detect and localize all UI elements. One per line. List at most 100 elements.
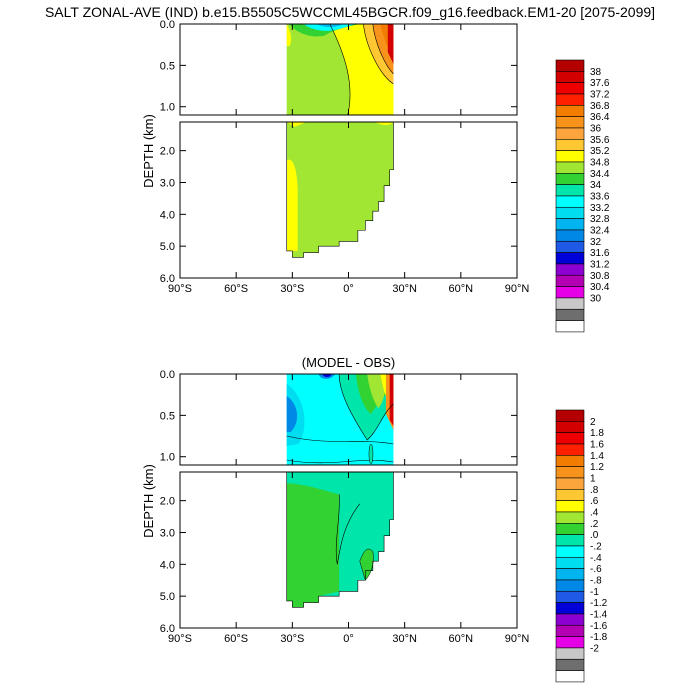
figure-title: SALT ZONAL-AVE (IND) b.e15.B5505C5WCCML4… xyxy=(44,4,656,20)
colorbar-swatch xyxy=(555,161,585,174)
colorbar-swatch xyxy=(555,579,585,592)
field-fill xyxy=(286,122,307,127)
y-tick-label: 6.0 xyxy=(160,273,175,285)
colorbar-label: 1.2 xyxy=(590,462,604,473)
colorbar-swatch xyxy=(555,93,585,106)
colorbar-swatch xyxy=(555,556,585,569)
y-tick-label: 0.5 xyxy=(160,410,175,422)
x-tick-label: 60°S xyxy=(224,633,248,645)
y-tick-label: 2.0 xyxy=(160,146,175,158)
colorbar-label: -.2 xyxy=(590,541,602,552)
colorbar-swatch xyxy=(555,105,585,117)
colorbar-swatch xyxy=(555,432,585,445)
field-fill xyxy=(387,24,394,64)
x-tick-label: 0° xyxy=(343,283,354,295)
colorbar-label: .0 xyxy=(590,530,599,541)
upper-field xyxy=(286,374,394,465)
colorbar-swatch xyxy=(555,568,585,581)
colorbar-label: -2 xyxy=(590,643,599,654)
field-fill xyxy=(286,24,292,46)
colorbar-label: 34.4 xyxy=(590,169,610,180)
colorbar-label: 33.6 xyxy=(590,191,610,202)
contour-line xyxy=(286,459,394,464)
colorbar-swatch xyxy=(555,206,585,219)
x-tick-label: 30°S xyxy=(280,283,304,295)
colorbar-swatch xyxy=(555,218,585,231)
colorbar-label: .8 xyxy=(590,485,599,496)
field-fill xyxy=(286,483,340,608)
colorbar-label: 35.2 xyxy=(590,146,610,157)
contour-line xyxy=(372,24,394,75)
x-tick-label: 30°S xyxy=(280,633,304,645)
colorbar-swatch xyxy=(555,477,585,490)
contour-line xyxy=(359,548,374,581)
field-fill xyxy=(286,159,298,251)
colorbar-swatch xyxy=(555,150,585,163)
colorbar-swatch xyxy=(555,613,585,626)
colorbar-swatch xyxy=(555,308,585,321)
colorbar-swatch xyxy=(555,263,585,276)
y-tick-label: 6.0 xyxy=(160,623,175,635)
colorbar-swatch xyxy=(555,658,585,671)
x-tick-label: 60°S xyxy=(224,283,248,295)
colorbar-label: 35.6 xyxy=(590,135,610,146)
x-tick-label: 30°N xyxy=(392,283,417,295)
colorbar-swatch xyxy=(555,286,585,299)
field-fill xyxy=(322,374,332,377)
colorbar-swatch xyxy=(555,116,585,129)
colorbar-label: 34.8 xyxy=(590,157,610,168)
colorbar-swatch xyxy=(555,647,585,660)
y-axis-title: DEPTH (km) xyxy=(141,114,156,188)
colorbar-label: 32 xyxy=(590,237,602,248)
salinity-colorbar: 3837.637.236.836.43635.635.234.834.43433… xyxy=(555,59,610,333)
y-tick-label: 5.0 xyxy=(160,591,175,603)
colorbar-label: 30 xyxy=(590,293,602,304)
x-tick-label: 90°N xyxy=(505,283,530,295)
y-tick-label: 2.0 xyxy=(160,496,175,508)
colorbar-swatch xyxy=(555,421,585,433)
contour-line xyxy=(329,24,351,115)
colorbar-swatch xyxy=(555,240,585,253)
y-tick-label: 1.0 xyxy=(160,452,175,464)
x-tick-label: 90°S xyxy=(168,283,192,295)
panel-subtitle: (MODEL - OBS) xyxy=(302,355,395,370)
colorbar-swatch xyxy=(555,320,585,333)
colorbar-label: -.6 xyxy=(590,564,602,575)
lower-field xyxy=(286,472,394,608)
colorbar-swatch xyxy=(555,82,585,95)
colorbar-label: 1.4 xyxy=(590,451,604,462)
y-tick-label: 4.0 xyxy=(160,559,175,571)
colorbar-swatch xyxy=(555,297,585,310)
colorbar-label: 38 xyxy=(590,67,602,78)
y-axis-title: DEPTH (km) xyxy=(141,464,156,538)
colorbar-swatch xyxy=(555,534,585,547)
field-fill xyxy=(374,122,394,126)
contour-line xyxy=(368,443,374,465)
salinity-panel: 90°S 60°S 30°S 0° 30°N 60°N 90°N 0.0 0.5 1.0 2.0 3.… xyxy=(141,19,529,295)
y-tick-label: 5.0 xyxy=(160,241,175,253)
contour-line xyxy=(363,24,394,85)
colorbar-label: -.4 xyxy=(590,553,602,564)
y-tick-label: 0.0 xyxy=(160,369,175,381)
colorbar-swatch xyxy=(555,127,585,140)
y-tick-label: 3.0 xyxy=(160,527,175,539)
colorbar-swatch xyxy=(555,139,585,151)
contour-line xyxy=(335,494,360,565)
contour-line xyxy=(338,374,394,441)
colorbar-label: -1.6 xyxy=(590,621,608,632)
colorbar-swatch xyxy=(555,195,585,208)
field-fill xyxy=(316,24,343,27)
colorbar-swatch xyxy=(555,274,585,287)
colorbar-swatch xyxy=(555,602,585,615)
colorbar-label: .2 xyxy=(590,519,599,530)
colorbar-label: 36 xyxy=(590,123,602,134)
colorbar-swatch xyxy=(555,229,585,242)
colorbar-label: 1.6 xyxy=(590,439,604,450)
colorbar-swatch xyxy=(555,409,585,422)
colorbar-swatch xyxy=(555,252,585,265)
colorbar-swatch xyxy=(555,489,585,501)
colorbar-label: 34 xyxy=(590,180,602,191)
colorbar-label: -1.4 xyxy=(590,609,608,620)
colorbar-label: 32.8 xyxy=(590,214,610,225)
